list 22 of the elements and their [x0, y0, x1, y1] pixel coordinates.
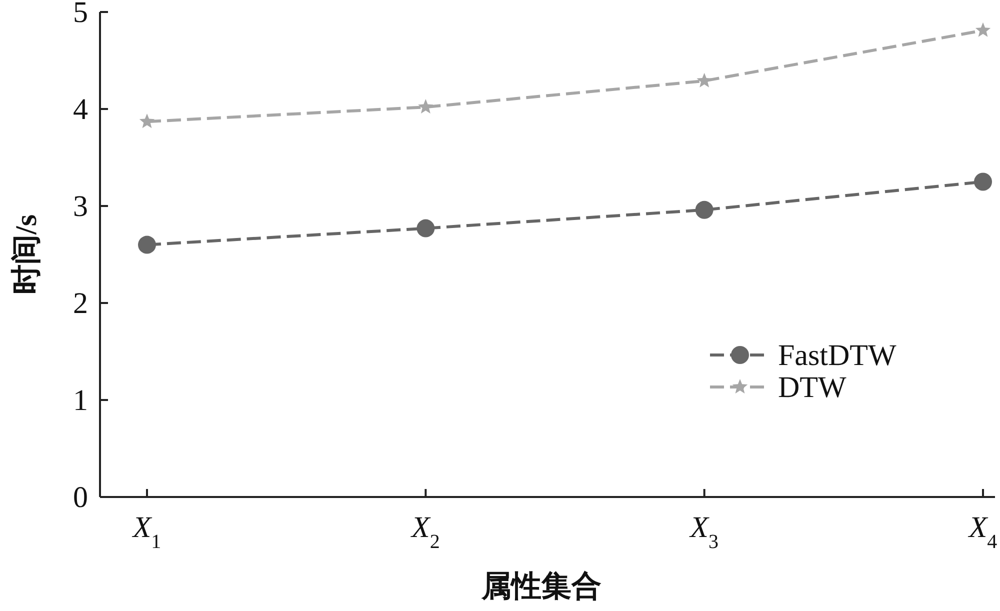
legend-label: DTW — [778, 371, 847, 404]
y-tick-label: 2 — [73, 287, 88, 320]
y-tick-label: 4 — [73, 93, 88, 126]
point — [695, 200, 714, 219]
point — [975, 22, 991, 37]
x-axis-title: 属性集合 — [480, 570, 602, 603]
point — [974, 172, 992, 191]
y-tick-label: 0 — [73, 481, 88, 514]
x-tick-label: X$_{3}$ — [689, 511, 718, 553]
legend-label: FastDTW — [778, 339, 897, 372]
y-tick-label: 5 — [73, 0, 88, 29]
x-tick-label: X$_{4}$ — [968, 511, 998, 553]
y-tick-label: 1 — [73, 384, 88, 417]
y-tick-label: 3 — [73, 190, 88, 223]
y-axis-title: 时间/s — [10, 214, 43, 295]
x-tick-label: X$_{2}$ — [410, 511, 440, 553]
point — [139, 114, 155, 128]
point — [696, 72, 712, 88]
x-tick-label: X$_{1}$ — [132, 511, 162, 553]
point — [418, 99, 434, 114]
point — [416, 219, 435, 238]
point — [138, 236, 156, 254]
